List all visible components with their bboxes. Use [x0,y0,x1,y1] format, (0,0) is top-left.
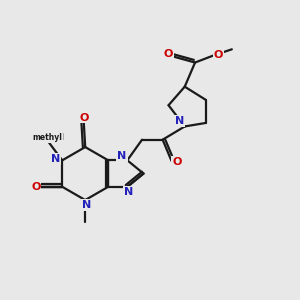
Text: O: O [79,112,88,123]
Text: methyl: methyl [33,133,62,142]
Text: O: O [164,49,173,59]
Text: N: N [82,200,91,210]
Text: methyl: methyl [31,133,64,142]
Text: N: N [175,116,184,126]
Text: O: O [172,158,182,167]
Text: O: O [214,50,223,60]
Text: N: N [117,151,127,161]
Text: N: N [124,187,134,197]
Text: O: O [31,182,40,192]
Text: N: N [51,154,60,164]
